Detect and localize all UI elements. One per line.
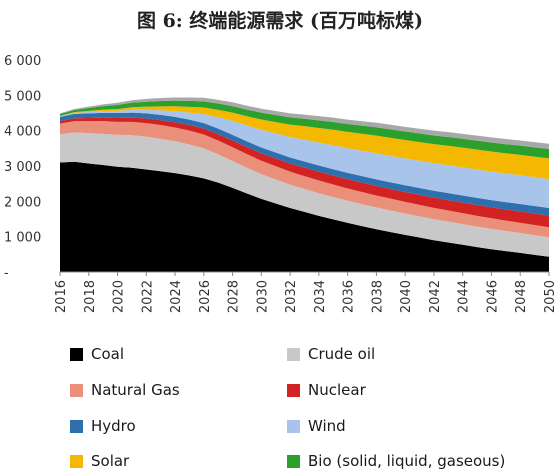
- area-layers: [60, 97, 549, 272]
- x-tick-label: 2040: [399, 280, 414, 313]
- x-tick-label: 2024: [169, 280, 184, 313]
- area-series-coal: [60, 161, 549, 272]
- x-tick-label: 2046: [485, 280, 500, 313]
- x-tick-label: 2016: [54, 280, 69, 313]
- area-series-nuclear: [60, 117, 549, 228]
- y-tick-label: 3 000: [4, 160, 41, 175]
- x-axis-ticks: 2016 2018 2020 2022 2024 2026 2028 2030 2032 2034…: [54, 272, 558, 313]
- area-series-solar: [60, 106, 549, 180]
- x-tick-label: 2020: [112, 280, 127, 313]
- x-tick-label: 2042: [428, 280, 443, 313]
- y-tick-label: -: [4, 266, 9, 281]
- x-tick-label: 2022: [140, 280, 155, 313]
- y-tick-label: 5 000: [4, 89, 41, 104]
- chart-title: 图 6: 终端能源需求 (百万吨标煤): [136, 10, 424, 32]
- y-tick-label: 6 000: [4, 54, 41, 69]
- x-tick-label: 2028: [227, 280, 242, 313]
- area-series-hydro: [60, 112, 549, 216]
- x-tick-label: 2026: [198, 280, 213, 313]
- x-tick-label: 2050: [543, 280, 558, 313]
- y-tick-label: 2 000: [4, 195, 41, 210]
- x-tick-label: 2032: [284, 280, 299, 313]
- area-series-wind: [60, 109, 549, 209]
- area-series-bio-solid-liquid-gaseous: [60, 100, 549, 159]
- x-tick-label: 2036: [342, 280, 357, 313]
- x-tick-label: 2048: [514, 280, 529, 313]
- x-tick-label: 2044: [457, 280, 472, 313]
- y-tick-label: 4 000: [4, 125, 41, 140]
- x-tick-label: 2038: [370, 280, 385, 313]
- y-tick-label: 1 000: [4, 231, 41, 246]
- x-tick-label: 2018: [83, 280, 98, 313]
- area-series-natural-gas: [60, 121, 549, 238]
- y-axis-ticks: - 1 000 2 000 3 000 4 000 5 000 6 000: [4, 54, 41, 281]
- x-tick-label: 2030: [255, 280, 270, 313]
- x-tick-label: 2034: [313, 280, 328, 313]
- area-series-crude-oil: [60, 132, 549, 257]
